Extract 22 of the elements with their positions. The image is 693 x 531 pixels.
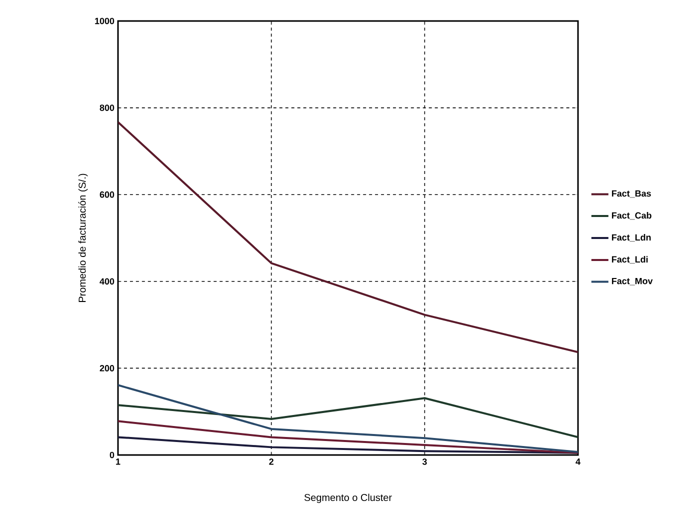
y-tick-label: 1000 (95, 18, 114, 24)
line-series (118, 397, 578, 438)
x-tick-label: 4 (576, 458, 580, 465)
y-tick-label: 800 (100, 104, 114, 111)
line-series (118, 436, 578, 454)
y-tick-label: 600 (100, 191, 114, 198)
y-tick-label: 200 (100, 365, 114, 372)
legend-label: Fact_Mov (612, 278, 653, 286)
legend-label: Fact_Bas (612, 190, 651, 198)
legend-label: Fact_Cab (612, 212, 652, 220)
x-tick-label: 2 (269, 458, 274, 465)
line-series (118, 384, 578, 453)
line-series (118, 420, 578, 454)
x-tick-label: 1 (116, 458, 120, 465)
legend-label: Fact_Ldn (612, 234, 651, 242)
line-series (118, 121, 578, 354)
y-axis-title: Promedio de facturación (S/.) (78, 174, 88, 302)
y-tick-label: 0 (110, 452, 114, 458)
x-tick-label: 3 (422, 458, 427, 465)
x-axis-title: Segmento o Cluster (304, 494, 392, 504)
y-tick-label: 400 (100, 278, 114, 285)
legend-label: Fact_Ldi (612, 256, 648, 264)
